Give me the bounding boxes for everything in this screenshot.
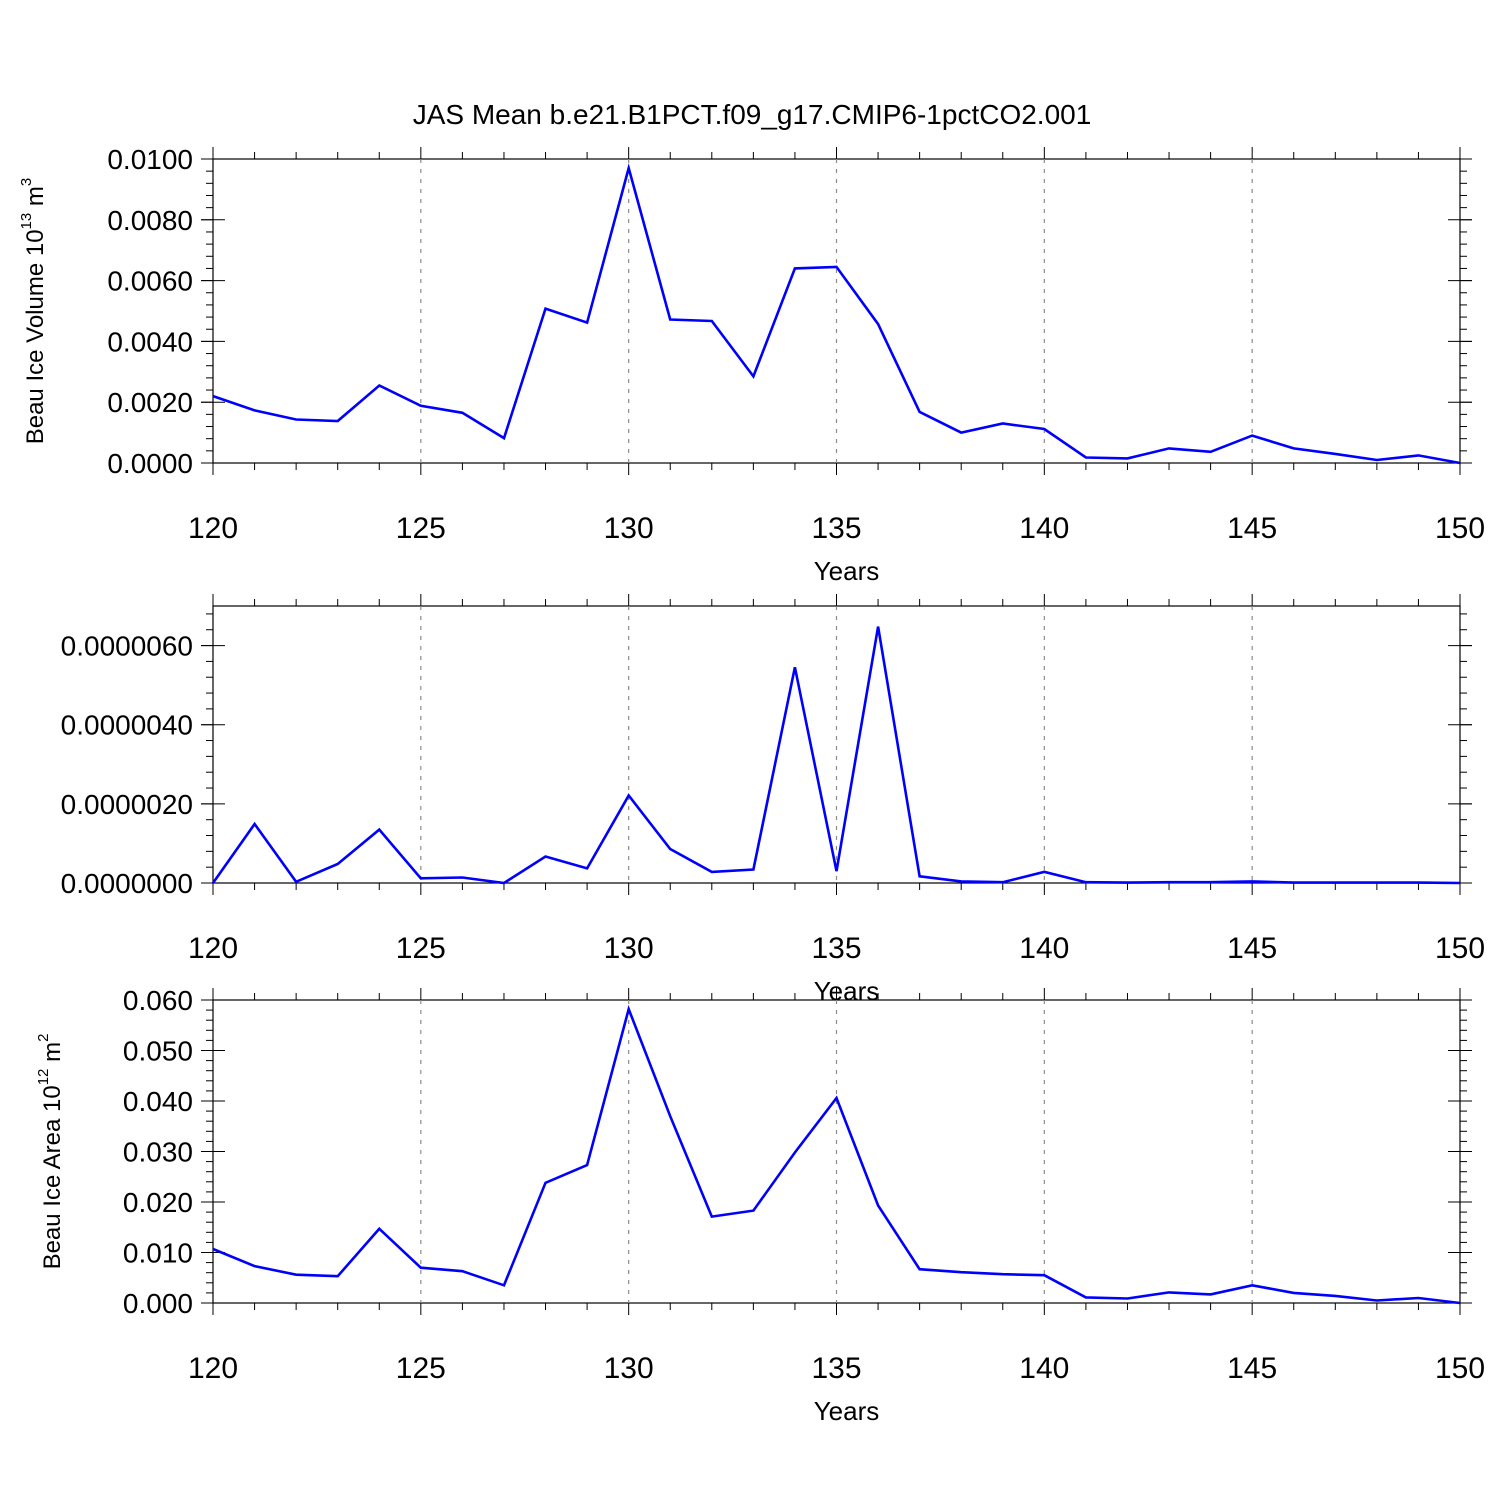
- y-axis-label-unit-exponent: 2: [35, 1034, 52, 1042]
- y-axis-label: Beau Ice Area 1012 m2: [35, 1034, 66, 1270]
- x-tick-label: 135: [811, 1352, 861, 1385]
- y-tick-label: 0.0000: [107, 448, 193, 479]
- x-tick-label: 120: [188, 512, 238, 545]
- panel-3: 0.000 0.010 0.020 0.030 0.040 0.050 0.060 120 12…: [35, 985, 1485, 1426]
- x-tick-label: 120: [188, 932, 238, 965]
- x-tick-label: 145: [1227, 512, 1277, 545]
- panel-2: 0.0000000 0.0000020 0.0000040 0.0000060 120 1…: [61, 594, 1485, 1006]
- y-tick-label: 0.0080: [107, 205, 193, 236]
- y-tick-label: 0.000: [123, 1288, 193, 1319]
- y-tick-label: 0.0040: [107, 326, 193, 357]
- y-tick-label: 0.020: [123, 1187, 193, 1218]
- x-axis-label: Years: [814, 1396, 880, 1426]
- y-axis-label-exponent: 12: [35, 1069, 52, 1086]
- series-line: [212, 1004, 1461, 1305]
- x-tick-label: 120: [188, 1352, 238, 1385]
- y-tick-label: 0.0100: [107, 144, 193, 175]
- x-tick-label: 150: [1435, 1352, 1485, 1385]
- y-tick-label: 0.0060: [107, 266, 193, 297]
- y-axis-label-exponent: 13: [18, 213, 35, 230]
- y-tick-label: 0.0000040: [61, 710, 193, 741]
- x-tick-label: 150: [1435, 512, 1485, 545]
- panels: 0.0000 0.0020 0.0040 0.0060 0.0080 0.0100 120 1…: [18, 144, 1485, 1426]
- series-line: [212, 163, 1461, 465]
- y-axis-label-unit: m: [39, 1042, 66, 1069]
- y-tick-label: 0.0000060: [61, 631, 193, 662]
- y-axis-label-text: Beau Ice Volume 10: [22, 229, 49, 444]
- x-tick-label: 135: [811, 512, 861, 545]
- chart-title: JAS Mean b.e21.B1PCT.f09_g17.CMIP6-1pctC…: [413, 99, 1092, 130]
- x-tick-label: 130: [604, 932, 654, 965]
- x-tick-label: 140: [1019, 932, 1069, 965]
- x-tick-label: 125: [396, 932, 446, 965]
- x-tick-label: 140: [1019, 512, 1069, 545]
- panel-1: 0.0000 0.0020 0.0040 0.0060 0.0080 0.0100 120 1…: [18, 144, 1485, 586]
- y-tick-label: 0.010: [123, 1238, 193, 1269]
- x-tick-label: 125: [396, 1352, 446, 1385]
- x-tick-label: 135: [811, 932, 861, 965]
- x-tick-label: 145: [1227, 932, 1277, 965]
- y-tick-label: 0.050: [123, 1036, 193, 1067]
- y-tick-label: 0.0000020: [61, 789, 193, 820]
- y-tick-label: 0.030: [123, 1137, 193, 1168]
- x-axis-label: Years: [814, 976, 880, 1006]
- x-tick-label: 125: [396, 512, 446, 545]
- y-tick-label: 0.040: [123, 1086, 193, 1117]
- y-axis-label-unit: m: [22, 186, 49, 213]
- x-tick-label: 140: [1019, 1352, 1069, 1385]
- y-tick-label: 0.060: [123, 985, 193, 1016]
- x-tick-label: 145: [1227, 1352, 1277, 1385]
- x-tick-label: 130: [604, 1352, 654, 1385]
- y-tick-label: 0.0020: [107, 387, 193, 418]
- x-tick-label: 130: [604, 512, 654, 545]
- series-line: [211, 626, 1461, 885]
- y-axis-label: Beau Ice Volume 1013 m3: [18, 178, 49, 445]
- y-tick-label: 0.0000000: [61, 868, 193, 899]
- y-axis-label-text: Beau Ice Area 10: [39, 1085, 66, 1269]
- x-axis-label: Years: [814, 556, 880, 586]
- x-tick-label: 150: [1435, 932, 1485, 965]
- y-axis-label-unit-exponent: 3: [18, 178, 35, 186]
